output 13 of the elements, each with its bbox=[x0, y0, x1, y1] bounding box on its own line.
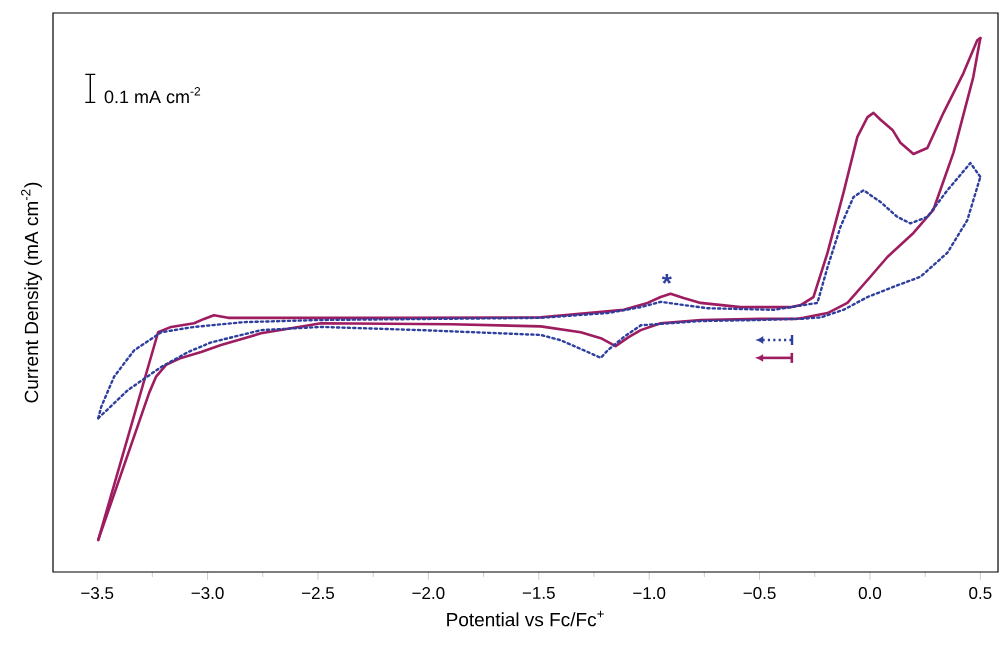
x-tick-label: −2.5 bbox=[302, 587, 335, 600]
x-axis-title: Potential vs Fc/Fc$^{+}$ bbox=[447, 610, 604, 627]
x-tick-label: −1.0 bbox=[633, 587, 666, 600]
x-tick-label: −3.0 bbox=[191, 587, 224, 600]
x-tick-label: −1.5 bbox=[522, 587, 555, 599]
annotation: * bbox=[661, 274, 672, 284]
annotation: 0.1 mA cm$^{-2}$ bbox=[104, 87, 201, 104]
x-tick-label: −3.5 bbox=[81, 587, 114, 600]
x-tick-label: −0.5 bbox=[743, 587, 776, 600]
y-axis-title: Current Density (mA cm$^{-2}$) bbox=[21, 182, 42, 403]
x-tick-label: −2.0 bbox=[412, 587, 445, 600]
x-tick-label: 0.5 bbox=[969, 587, 992, 600]
x-tick-label: 0.0 bbox=[858, 587, 882, 600]
